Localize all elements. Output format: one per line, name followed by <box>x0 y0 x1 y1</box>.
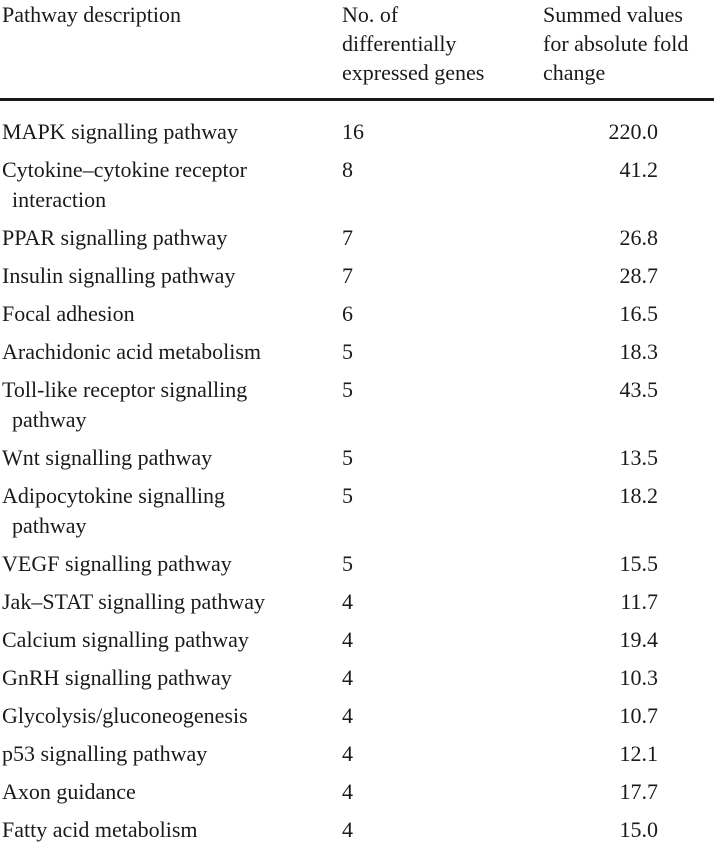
pathway-description-cell: VEGF signalling pathway <box>0 549 320 579</box>
gene-count-cell: 4 <box>342 664 353 690</box>
pathway-name-line: interaction <box>12 186 107 212</box>
gene-count-cell: 5 <box>342 339 353 365</box>
gene-count-cell: 7 <box>342 224 353 250</box>
header-line: change <box>543 60 606 85</box>
table-row: MAPK signalling pathway 16 220.0 <box>0 117 714 147</box>
gene-count-cell: 4 <box>342 741 353 767</box>
fold-change-cell: 13.5 <box>619 444 659 470</box>
pathway-name-line: MAPK signalling pathway <box>2 119 238 144</box>
table-header: Pathway description No. of differentiall… <box>0 0 714 98</box>
pathway-name-line: Fatty acid metabolism <box>2 817 198 843</box>
pathway-description-cell: GnRH signalling pathway <box>0 663 320 693</box>
pathway-description-cell: Cytokine–cytokine receptor interaction <box>0 155 320 214</box>
fold-change-cell: 16.5 <box>619 300 659 326</box>
pathway-name-line: Focal adhesion <box>2 300 135 326</box>
table-row: Calcium signalling pathway 4 19.4 <box>0 625 714 655</box>
pathway-description-cell: Jak–STAT signalling pathway <box>0 587 320 617</box>
pathway-name-line: Glycolysis/gluconeogenesis <box>2 703 248 728</box>
pathway-description-cell: Insulin signalling pathway <box>0 261 320 291</box>
table-row: GnRH signalling pathway 4 10.3 <box>0 663 714 693</box>
pathway-name-line: Insulin signalling pathway <box>2 262 236 288</box>
pathway-name-line: Jak–STAT signalling pathway <box>2 588 266 614</box>
gene-count-cell: 4 <box>342 779 353 805</box>
table-row: p53 signalling pathway 4 12.1 <box>0 739 714 769</box>
header-line: for absolute fold <box>543 31 689 56</box>
fold-change-cell: 10.7 <box>619 703 659 728</box>
gene-count-cell: 4 <box>342 626 353 652</box>
pathway-description-cell: PPAR signalling pathway <box>0 223 320 253</box>
fold-change-cell: 28.7 <box>619 262 659 288</box>
fold-change-cell: 18.2 <box>619 482 659 508</box>
pathway-name-line: PPAR signalling pathway <box>2 224 228 250</box>
pathway-description-cell: MAPK signalling pathway <box>0 117 320 147</box>
header-divider <box>0 98 714 101</box>
pathway-description-cell: Wnt signalling pathway <box>0 443 320 473</box>
table-row: Toll-like receptor signalling pathway 5 43.… <box>0 375 714 434</box>
table-row: Adipocytokine signalling pathway 5 18.2 <box>0 481 714 540</box>
fold-change-cell: 43.5 <box>619 377 659 403</box>
fold-change-cell: 10.3 <box>619 664 659 690</box>
table-row: Focal adhesion 6 16.5 <box>0 299 714 329</box>
pathway-name-line: p53 signalling pathway <box>2 741 208 767</box>
pathway-description-cell: Axon guidance <box>0 777 320 807</box>
gene-count-cell: 7 <box>342 262 353 288</box>
gene-count-cell: 4 <box>342 588 353 614</box>
table-row: Jak–STAT signalling pathway 4 11.7 <box>0 587 714 617</box>
pathway-name-line: Arachidonic acid metabolism <box>2 339 262 365</box>
pathway-description-cell: Calcium signalling pathway <box>0 625 320 655</box>
fold-change-cell: 18.3 <box>619 339 659 365</box>
header-line: Pathway description <box>2 2 182 27</box>
header-pathway-description: Pathway description <box>2 0 181 29</box>
pathway-description-cell: Focal adhesion <box>0 299 320 329</box>
pathway-description-cell: Toll-like receptor signalling pathway <box>0 375 320 434</box>
fold-change-cell: 11.7 <box>620 588 658 614</box>
table-row: Wnt signalling pathway 5 13.5 <box>0 443 714 473</box>
table-row: Glycolysis/gluconeogenesis 4 10.7 <box>0 701 714 731</box>
gene-count-cell: 16 <box>342 119 364 144</box>
fold-change-cell: 17.7 <box>619 779 659 805</box>
header-gene-count: No. of differentially expressed genes <box>342 0 484 87</box>
fold-change-cell: 15.5 <box>619 550 659 576</box>
fold-change-cell: 12.1 <box>619 741 659 767</box>
pathway-description-cell: Adipocytokine signalling pathway <box>0 481 320 540</box>
gene-count-cell: 4 <box>342 703 353 728</box>
table-row: Axon guidance 4 17.7 <box>0 777 714 807</box>
fold-change-cell: 19.4 <box>619 626 659 652</box>
pathway-name-line: Calcium signalling pathway <box>2 626 249 652</box>
header-line: No. of <box>342 2 399 27</box>
fold-change-cell: 220.0 <box>608 119 659 144</box>
pathway-name-line: Cytokine–cytokine receptor <box>2 157 247 183</box>
header-line: expressed genes <box>342 60 485 85</box>
fold-change-cell: 41.2 <box>619 157 659 183</box>
table-row: VEGF signalling pathway 5 15.5 <box>0 549 714 579</box>
pathway-name-line: Adipocytokine signalling <box>2 482 226 508</box>
pathway-name-line: VEGF signalling pathway <box>2 550 232 576</box>
header-line: Summed values <box>543 2 683 27</box>
table-row: Arachidonic acid metabolism 5 18.3 <box>0 337 714 367</box>
gene-count-cell: 5 <box>342 482 353 508</box>
pathway-name-line: pathway <box>12 406 87 432</box>
header-fold-change: Summed values for absolute fold change <box>543 0 688 87</box>
pathway-name-line: Toll-like receptor signalling <box>2 377 248 403</box>
header-line: differentially <box>342 31 457 56</box>
table-body: MAPK signalling pathway 16 220.0 Cytokine–c… <box>0 117 714 853</box>
gene-count-cell: 5 <box>342 377 353 403</box>
pathway-description-cell: Glycolysis/gluconeogenesis <box>0 701 320 731</box>
fold-change-cell: 26.8 <box>619 224 659 250</box>
gene-count-cell: 6 <box>342 300 353 326</box>
gene-count-cell: 8 <box>342 157 353 183</box>
pathway-description-cell: Arachidonic acid metabolism <box>0 337 320 367</box>
table-row: Insulin signalling pathway 7 28.7 <box>0 261 714 291</box>
gene-count-cell: 5 <box>342 550 353 576</box>
gene-count-cell: 5 <box>342 444 353 470</box>
pathway-description-cell: p53 signalling pathway <box>0 739 320 769</box>
pathway-name-line: pathway <box>12 512 87 538</box>
table-row: PPAR signalling pathway 7 26.8 <box>0 223 714 253</box>
pathway-name-line: Axon guidance <box>2 779 136 805</box>
pathway-name-line: GnRH signalling pathway <box>2 664 232 690</box>
table-row: Cytokine–cytokine receptor interaction 8 41… <box>0 155 714 214</box>
pathway-name-line: Wnt signalling pathway <box>2 444 213 470</box>
